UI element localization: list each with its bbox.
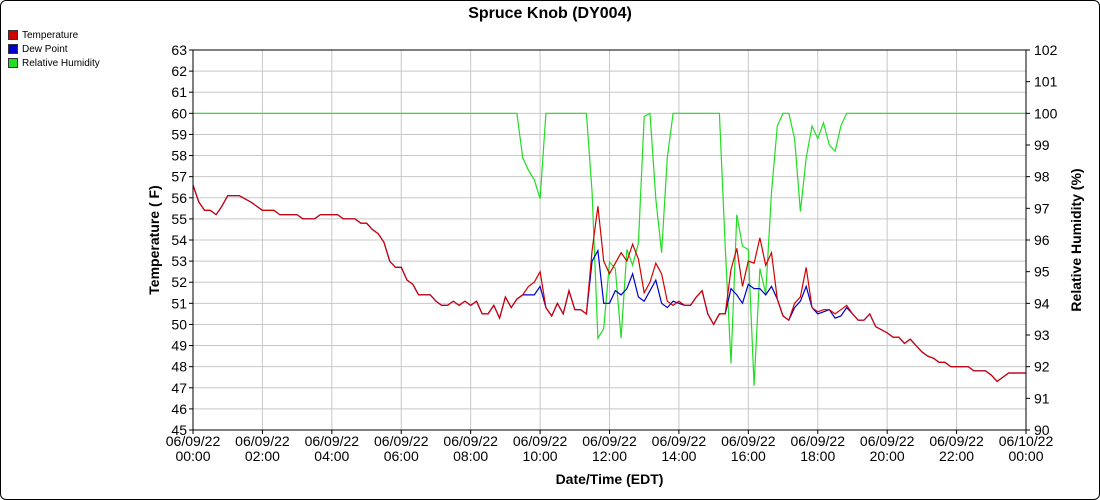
x-tick-time: 14:00: [661, 448, 696, 464]
legend-label-relative-humidity: Relative Humidity: [22, 57, 100, 69]
y-tick-label: 51: [171, 295, 187, 311]
y-tick-label: 48: [171, 359, 187, 375]
x-tick-date: 06/09/22: [305, 433, 360, 449]
y-tick-label: 49: [171, 338, 187, 354]
x-tick-label: 06/09/22 06:00: [374, 433, 429, 464]
y-tick-label: 52: [171, 274, 187, 290]
x-tick-label: 06/09/22 16:00: [721, 433, 776, 464]
y-tick-label: 53: [171, 253, 187, 269]
x-tick-time: 00:00: [1008, 448, 1043, 464]
y2-tick-label: 99: [1034, 137, 1050, 153]
legend-item-relative-humidity: Relative Humidity: [8, 56, 100, 70]
y2-axis-label: Relative Humidity (%): [1068, 168, 1084, 311]
legend-swatch-temperature: [8, 30, 18, 40]
x-tick-time: 16:00: [731, 448, 766, 464]
x-tick-label: 06/09/22 10:00: [513, 433, 568, 464]
legend-label-temperature: Temperature: [22, 29, 79, 41]
x-tick-time: 02:00: [245, 448, 280, 464]
x-tick-date: 06/09/22: [235, 433, 290, 449]
x-tick-date: 06/09/22: [652, 433, 707, 449]
x-tick-label: 06/09/22 12:00: [582, 433, 637, 464]
y-tick-label: 60: [171, 105, 187, 121]
x-tick-date: 06/09/22: [929, 433, 984, 449]
x-tick-label: 06/10/22 00:00: [999, 433, 1054, 464]
chart-title: Spruce Knob (DY004): [468, 5, 632, 22]
y-tick-label: 62: [171, 63, 187, 79]
y2-tick-label: 101: [1034, 74, 1058, 90]
y-tick-label: 56: [171, 190, 187, 206]
y-tick-label: 57: [171, 169, 187, 185]
x-tick-date: 06/09/22: [791, 433, 846, 449]
y-axis-label: Temperature ( F): [146, 185, 162, 294]
legend-item-temperature: Temperature: [8, 28, 100, 42]
y2-tick-label: 91: [1034, 390, 1050, 406]
x-tick-time: 18:00: [800, 448, 835, 464]
y2-tick-label: 90: [1034, 422, 1050, 438]
y2-tick-label: 96: [1034, 232, 1050, 248]
x-tick-date: 06/09/22: [166, 433, 221, 449]
legend-label-dew-point: Dew Point: [22, 43, 68, 55]
x-tick-label: 06/09/22 20:00: [860, 433, 915, 464]
y-tick-label: 55: [171, 211, 187, 227]
legend: Temperature Dew Point Relative Humidity: [8, 28, 100, 70]
x-tick-date: 06/09/22: [443, 433, 498, 449]
y-tick-label: 58: [171, 148, 187, 164]
x-tick-time: 08:00: [453, 448, 488, 464]
x-tick-date: 06/09/22: [860, 433, 915, 449]
y2-tick-label: 100: [1034, 105, 1058, 121]
grid: [192, 49, 1027, 431]
x-tick-time: 12:00: [592, 448, 627, 464]
x-tick-date: 06/09/22: [721, 433, 776, 449]
y2-tick-label: 94: [1034, 295, 1050, 311]
y-tick-label: 63: [171, 42, 187, 58]
x-tick-time: 20:00: [870, 448, 905, 464]
x-tick-time: 00:00: [175, 448, 210, 464]
x-tick-time: 22:00: [939, 448, 974, 464]
y-tick-label: 61: [171, 84, 187, 100]
y-tick-label: 59: [171, 126, 187, 142]
y-tick-label: 54: [171, 232, 187, 248]
x-tick-label: 06/09/22 04:00: [305, 433, 360, 464]
y2-tick-label: 93: [1034, 327, 1050, 343]
series-line-temperature: [192, 184, 1026, 383]
x-tick-label: 06/09/22 08:00: [443, 433, 498, 464]
x-tick-date: 06/09/22: [374, 433, 429, 449]
x-tick-time: 04:00: [314, 448, 349, 464]
y-tick-label: 47: [171, 380, 187, 396]
x-tick-label: 06/09/22 02:00: [235, 433, 290, 464]
legend-swatch-relative-humidity: [8, 58, 18, 68]
y2-tick-label: 102: [1034, 42, 1058, 58]
x-tick-time: 10:00: [523, 448, 558, 464]
x-tick-time: 06:00: [384, 448, 419, 464]
legend-item-dew-point: Dew Point: [8, 42, 100, 56]
y2-axis-ticks: 90 91 92 93 94 95 96 97 98 99 100 101 102: [1026, 42, 1058, 438]
y-tick-label: 50: [171, 316, 187, 332]
y2-tick-label: 92: [1034, 359, 1050, 375]
y-axis-ticks: 45 46 47 48 49 50 51 52 53 54 55 56 57 58 59 60 61 62 63: [171, 42, 193, 438]
series-line-relative-humidity: [193, 112, 1026, 386]
x-tick-date: 06/10/22: [999, 433, 1054, 449]
x-axis-label: Date/Time (EDT): [556, 471, 664, 487]
y-tick-label: 46: [171, 401, 187, 417]
x-tick-date: 06/09/22: [513, 433, 568, 449]
x-tick-label: 06/09/22 18:00: [791, 433, 846, 464]
y2-tick-label: 95: [1034, 264, 1050, 280]
y2-tick-label: 97: [1034, 200, 1050, 216]
series-lines: [192, 112, 1026, 386]
x-tick-date: 06/09/22: [582, 433, 637, 449]
x-tick-label: 06/09/22 14:00: [652, 433, 707, 464]
y2-tick-label: 98: [1034, 169, 1050, 185]
y-tick-label: 45: [171, 422, 187, 438]
x-tick-label: 06/09/22 22:00: [929, 433, 984, 464]
x-tick-label: 06/09/22 00:00: [166, 433, 221, 464]
legend-swatch-dew-point: [8, 44, 18, 54]
